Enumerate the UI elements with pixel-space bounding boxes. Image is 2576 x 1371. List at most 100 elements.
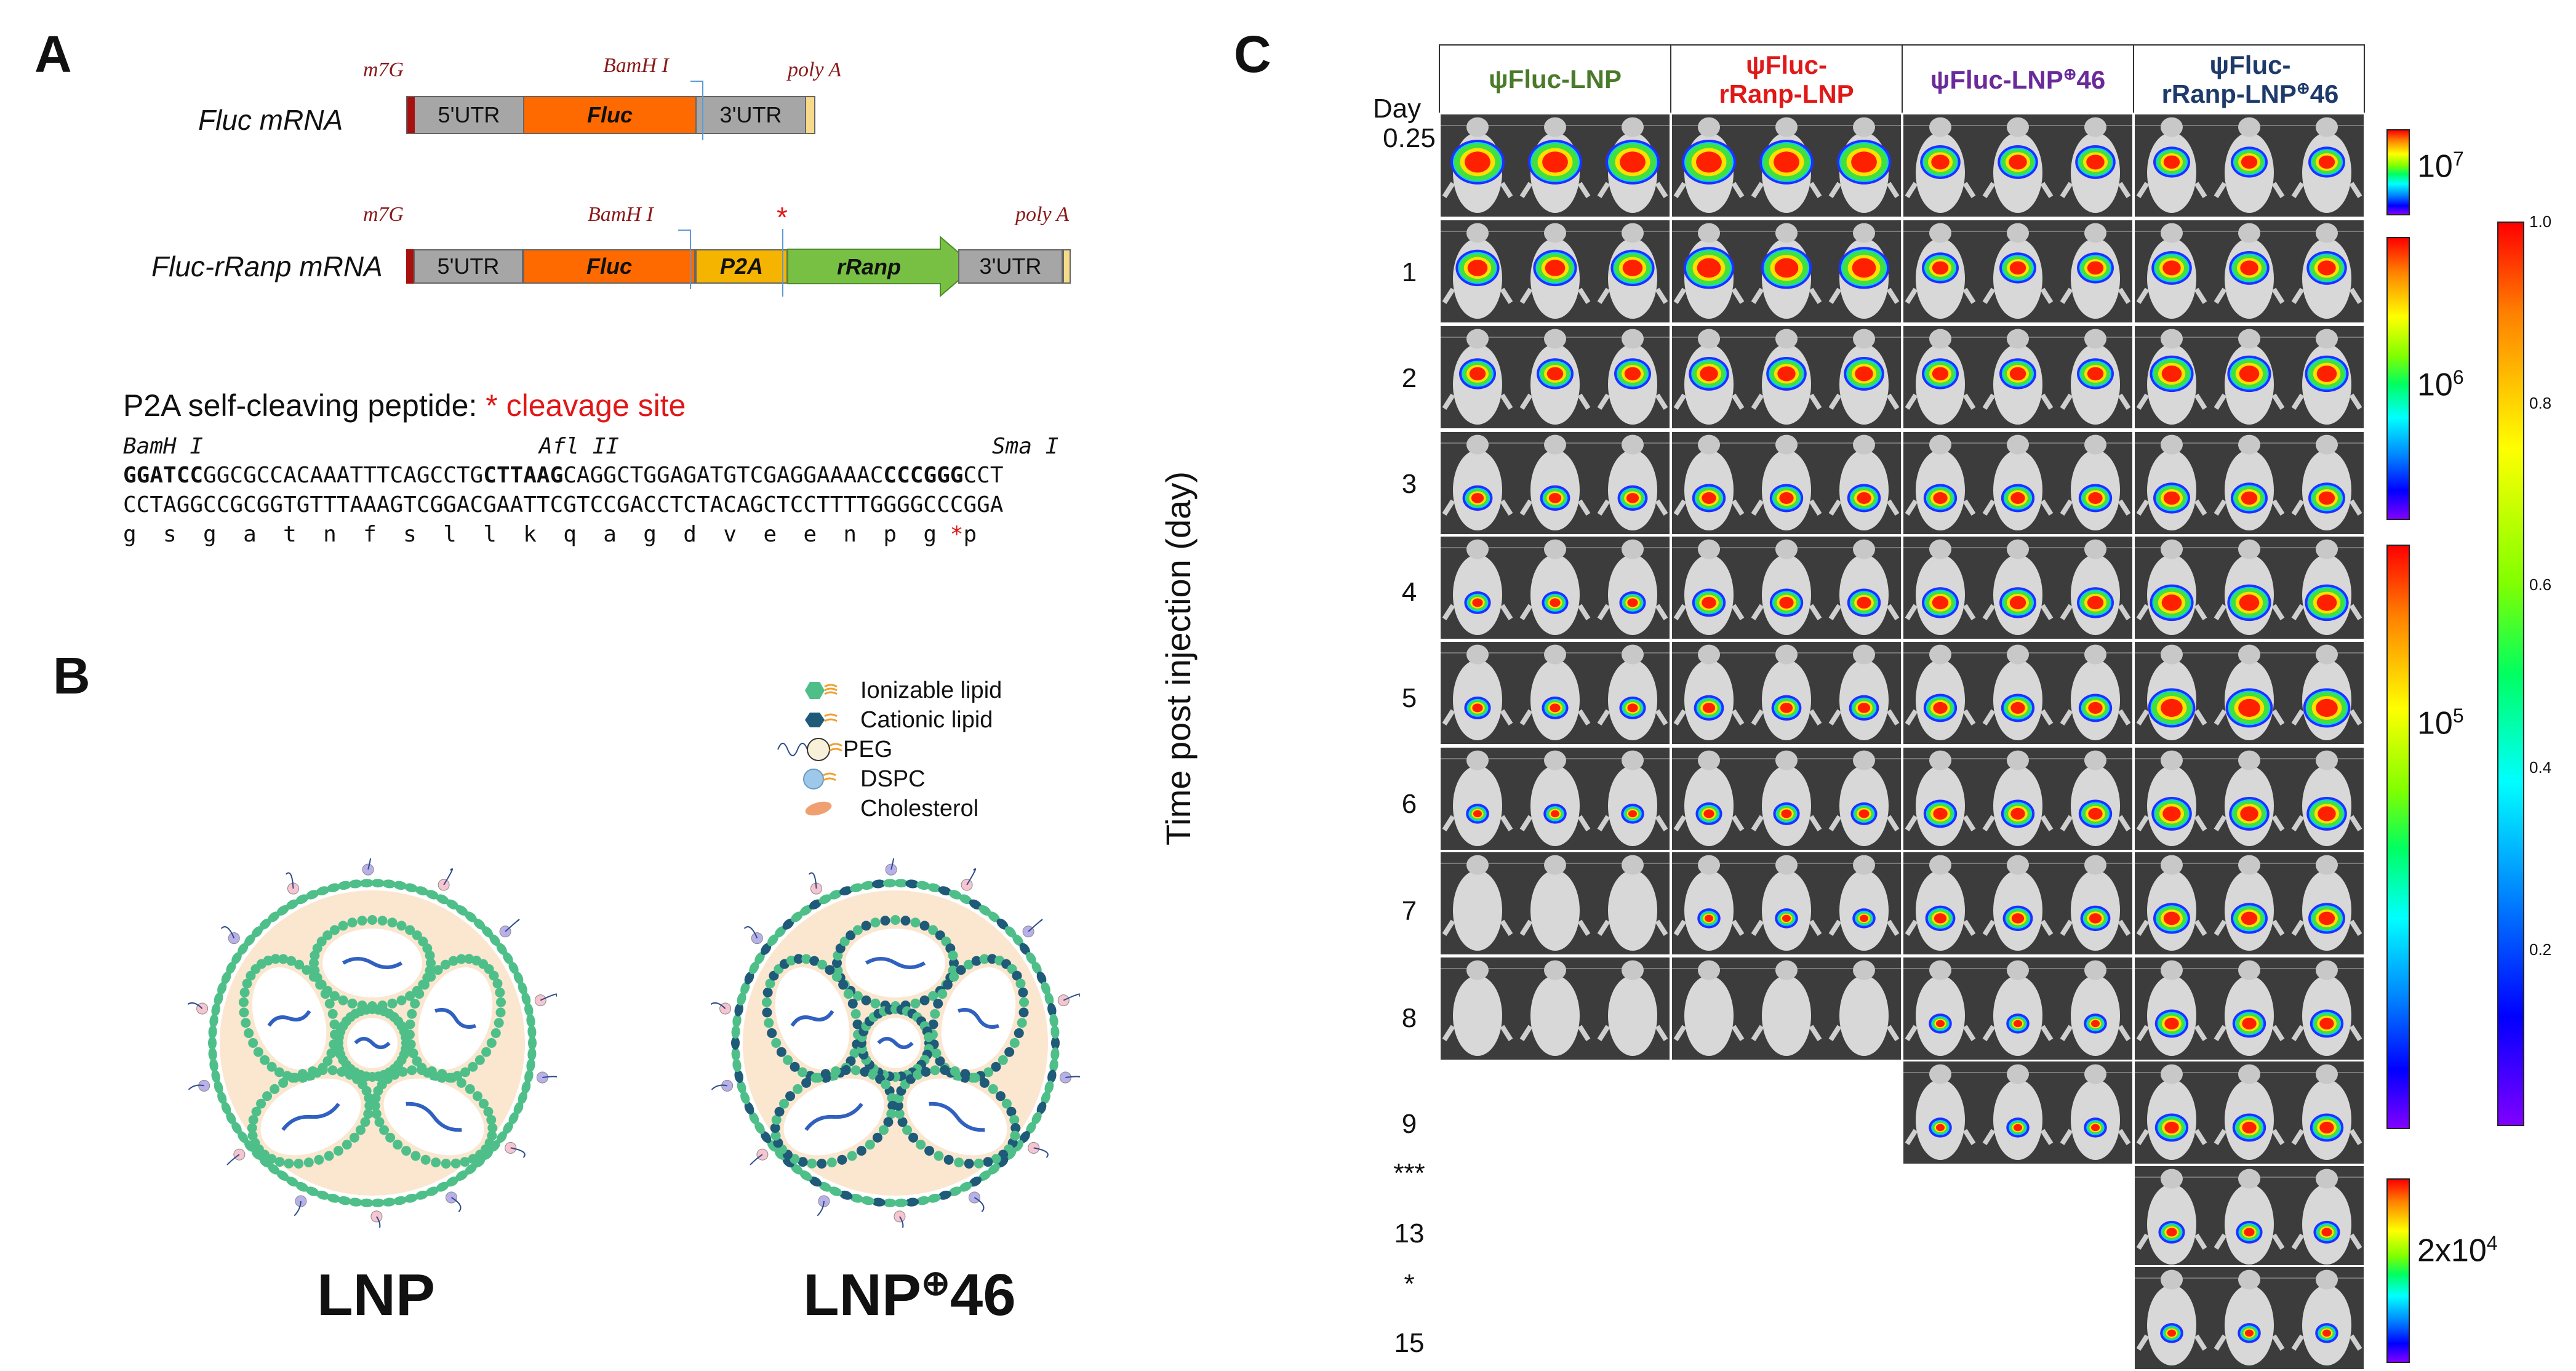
scale-label-2: 105 <box>2417 705 2464 741</box>
mouse-image <box>1903 642 2132 744</box>
col-head-fluc-lnp46: ψFluc-LNP⊕46 <box>1903 46 2134 114</box>
legend-cholesterol: Cholesterol <box>800 794 1145 823</box>
mrna-bar-2: 5'UTR Fluc P2A rRanp 3'UTR <box>406 236 1071 297</box>
cationic-lipid-icon <box>805 713 838 727</box>
row-label-0: 0.25 <box>1383 123 1436 153</box>
y-axis-label: Time post injection (day) <box>1159 471 1198 845</box>
legend-label: Cationic lipid <box>860 706 993 733</box>
mouse-image <box>1672 748 1901 850</box>
peptide-seq: g s g a t n f s l l k q a g d v e e n p … <box>123 522 950 547</box>
mouse-image <box>1441 114 1670 217</box>
peptide-star: * <box>950 522 964 547</box>
imaging-cell <box>1439 218 1671 324</box>
legend-label: PEG <box>843 736 893 762</box>
construct-label-fluc: Fluc mRNA <box>198 104 343 136</box>
p2a-heading: P2A self-cleaving peptide: * cleavage si… <box>123 388 686 423</box>
mouse-image <box>1441 220 1670 322</box>
imaging-cell <box>2133 1164 2366 1270</box>
day-label: Day <box>1372 94 1422 124</box>
row-label-5: 5 <box>1401 683 1417 713</box>
seq-end: CCT <box>963 463 1004 488</box>
segment-p2a: P2A <box>695 249 788 284</box>
mouse-image <box>1903 220 2132 322</box>
scale-label-1: 106 <box>2417 366 2464 403</box>
seq-mid1: GGCGCCACAAATTTCAGCCTG <box>203 463 484 488</box>
segment-3utr-2: 3'UTR <box>958 249 1063 284</box>
cleavage-tick <box>782 229 783 297</box>
scale-exp: 4 <box>2486 1232 2498 1254</box>
segment-5utr-2: 5'UTR <box>414 249 523 284</box>
seq-mid2: CAGGCTGGAGATGTCGAGGAAAAC <box>563 463 884 488</box>
segment-fluc-2: Fluc <box>523 249 695 284</box>
mouse-image <box>1441 432 1670 534</box>
mouse-image <box>2135 1061 2364 1164</box>
imaging-cell <box>1670 430 1903 536</box>
mouse-image <box>1441 326 1670 428</box>
imaging-cell <box>1439 640 1671 746</box>
row-label-2: 2 <box>1401 363 1417 393</box>
row-label-6: 6 <box>1401 789 1417 819</box>
cleavage-star: * <box>777 201 788 233</box>
mouse-image <box>1903 852 2132 954</box>
p2a-cleavage-note: * cleavage site <box>486 388 686 423</box>
m7g-mark-1: m7G <box>363 58 404 81</box>
row-label-10: *** <box>1393 1158 1425 1188</box>
scale-bar-1 <box>2386 237 2410 520</box>
lnp46-particle <box>711 858 1080 1228</box>
lnp46-label: LNP⊕46 <box>803 1261 1016 1329</box>
imaging-cell <box>1439 850 1671 956</box>
lnp46-sup: ⊕ <box>921 1263 950 1302</box>
polya-mark-2: poly A <box>1015 203 1070 226</box>
bar-tick-4: 0.2 <box>2529 940 2552 959</box>
imaging-cell <box>1670 324 1903 430</box>
mouse-image <box>2135 852 2364 954</box>
imaging-cell <box>2133 1265 2366 1371</box>
lnp-particle <box>188 858 557 1228</box>
scale-base: 2x10 <box>2417 1233 2487 1269</box>
imaging-cell <box>2133 324 2366 430</box>
bar-tick-3: 0.4 <box>2529 758 2552 777</box>
segment-5utr: 5'UTR <box>415 97 524 133</box>
panel-letter-c: C <box>1234 25 1271 83</box>
imaging-cell <box>2133 746 2366 852</box>
mouse-image <box>1903 957 2132 1060</box>
mouse-image <box>1903 326 2132 428</box>
row-label-7: 7 <box>1401 896 1417 926</box>
mouse-image <box>1672 326 1901 428</box>
scale-label-0: 107 <box>2417 148 2464 185</box>
imaging-cell <box>1439 746 1671 852</box>
mouse-image <box>2135 326 2364 428</box>
scale-label-3: 2x104 <box>2417 1232 2498 1269</box>
mouse-image <box>2135 114 2364 217</box>
row-label-13: 15 <box>1394 1328 1425 1358</box>
peptide-end: p <box>963 522 977 547</box>
imaging-cell <box>2133 956 2366 1061</box>
mouse-image <box>1441 957 1670 1060</box>
legend-peg: PEG <box>777 735 1145 764</box>
scale-bar-3 <box>2386 1178 2410 1363</box>
bar-tick-1: 0.8 <box>2529 394 2552 412</box>
mouse-image <box>1903 748 2132 850</box>
legend-label: Ionizable lipid <box>860 677 1002 703</box>
row-label-3: 3 <box>1401 469 1417 499</box>
ionizable-lipid-icon <box>805 682 838 699</box>
scale-bar-0 <box>2386 129 2410 215</box>
polya-mark-1: poly A <box>788 58 842 81</box>
imaging-cell <box>1439 324 1671 430</box>
p2a-title: P2A self-cleaving peptide: <box>123 388 486 423</box>
imaging-cell <box>1902 324 2134 430</box>
imaging-cell <box>1670 850 1903 956</box>
row-label-1: 1 <box>1401 257 1417 287</box>
mouse-image <box>2135 642 2364 744</box>
imaging-cell <box>1670 956 1903 1061</box>
bar-tick-2: 0.6 <box>2529 575 2552 594</box>
mouse-image <box>1672 537 1901 639</box>
cholesterol-icon <box>805 801 832 816</box>
mouse-image <box>1903 1061 2132 1164</box>
mouse-image <box>1903 432 2132 534</box>
enzyme-site-bamh: BamH I <box>123 434 204 459</box>
row-label-9: 9 <box>1401 1109 1417 1139</box>
imaging-cell <box>1439 113 1671 218</box>
mouse-image <box>2135 220 2364 322</box>
imaging-cell <box>2133 640 2366 746</box>
